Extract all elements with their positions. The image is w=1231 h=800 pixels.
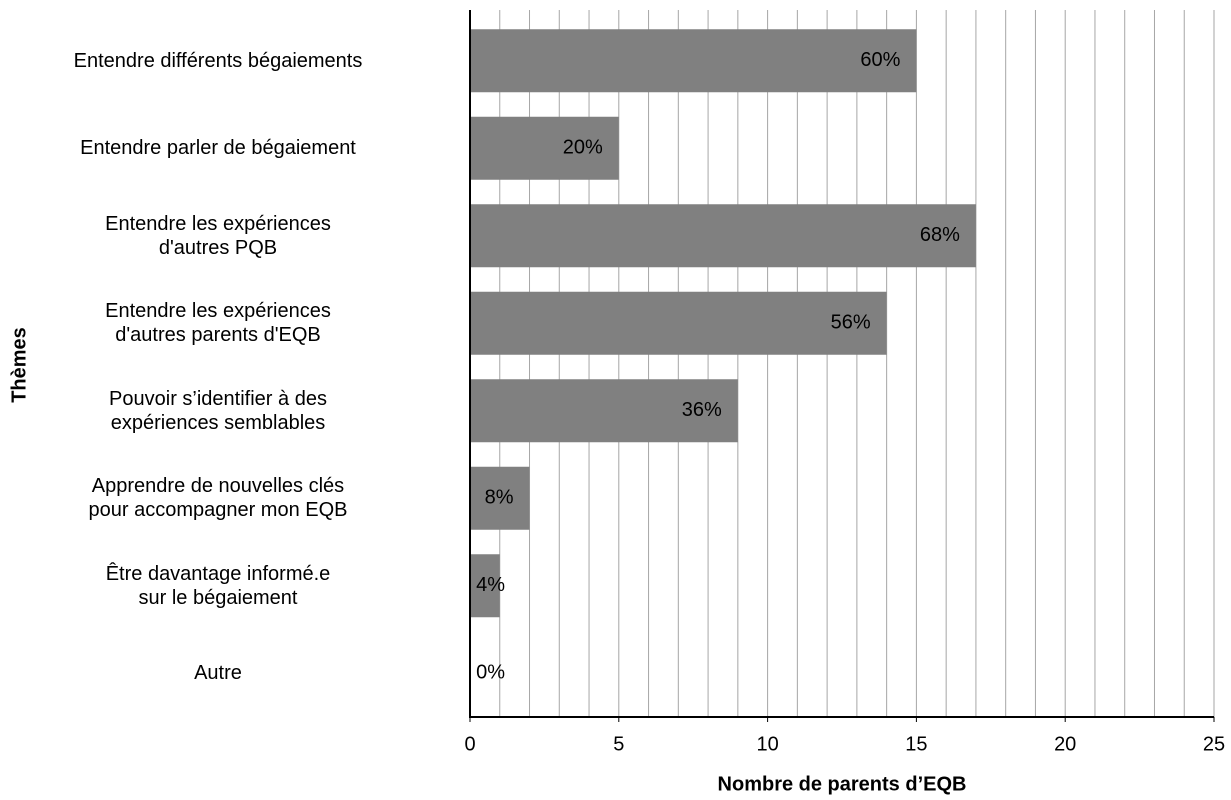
x-tick-label: 25: [1203, 733, 1225, 755]
x-tick-label: 5: [613, 733, 624, 755]
bar: [470, 204, 976, 268]
y-tick-label: Apprendre de nouvelles clés pour accompa…: [88, 475, 348, 522]
y-tick-label: Autre: [194, 662, 242, 685]
y-tick-label: Être davantage informé.e sur le bégaieme…: [105, 562, 331, 609]
bar: [470, 554, 500, 618]
y-tick-label: Entendre les expériences d'autres PQB: [105, 212, 331, 259]
data-label: 4%: [476, 574, 505, 596]
y-tick-label: Entendre les expériences d'autres parent…: [105, 300, 331, 347]
bar: [470, 379, 738, 443]
data-label: 0%: [476, 662, 505, 684]
bar: [470, 291, 887, 355]
y-tick-label: Pouvoir s’identifier à des expériences s…: [109, 387, 327, 434]
y-tick-label: Entendre parler de bégaiement: [80, 137, 356, 160]
x-tick-label: 10: [756, 733, 778, 755]
x-axis-label: Nombre de parents d’EQB: [718, 773, 967, 795]
x-tick-label: 15: [905, 733, 927, 755]
data-label: 8%: [485, 487, 514, 509]
y-tick-label: Entendre différents bégaiements: [73, 49, 363, 72]
data-label: 60%: [860, 49, 900, 71]
data-label: 20%: [563, 137, 603, 159]
bar: [470, 116, 619, 180]
x-tick-label: 20: [1054, 733, 1076, 755]
data-label: 36%: [682, 399, 722, 421]
y-axis-label: Thèmes: [8, 327, 30, 403]
bar: [470, 29, 917, 93]
data-label: 68%: [920, 224, 960, 246]
x-tick-label: 0: [464, 733, 475, 755]
bar: [470, 466, 530, 530]
data-label: 56%: [831, 312, 871, 334]
